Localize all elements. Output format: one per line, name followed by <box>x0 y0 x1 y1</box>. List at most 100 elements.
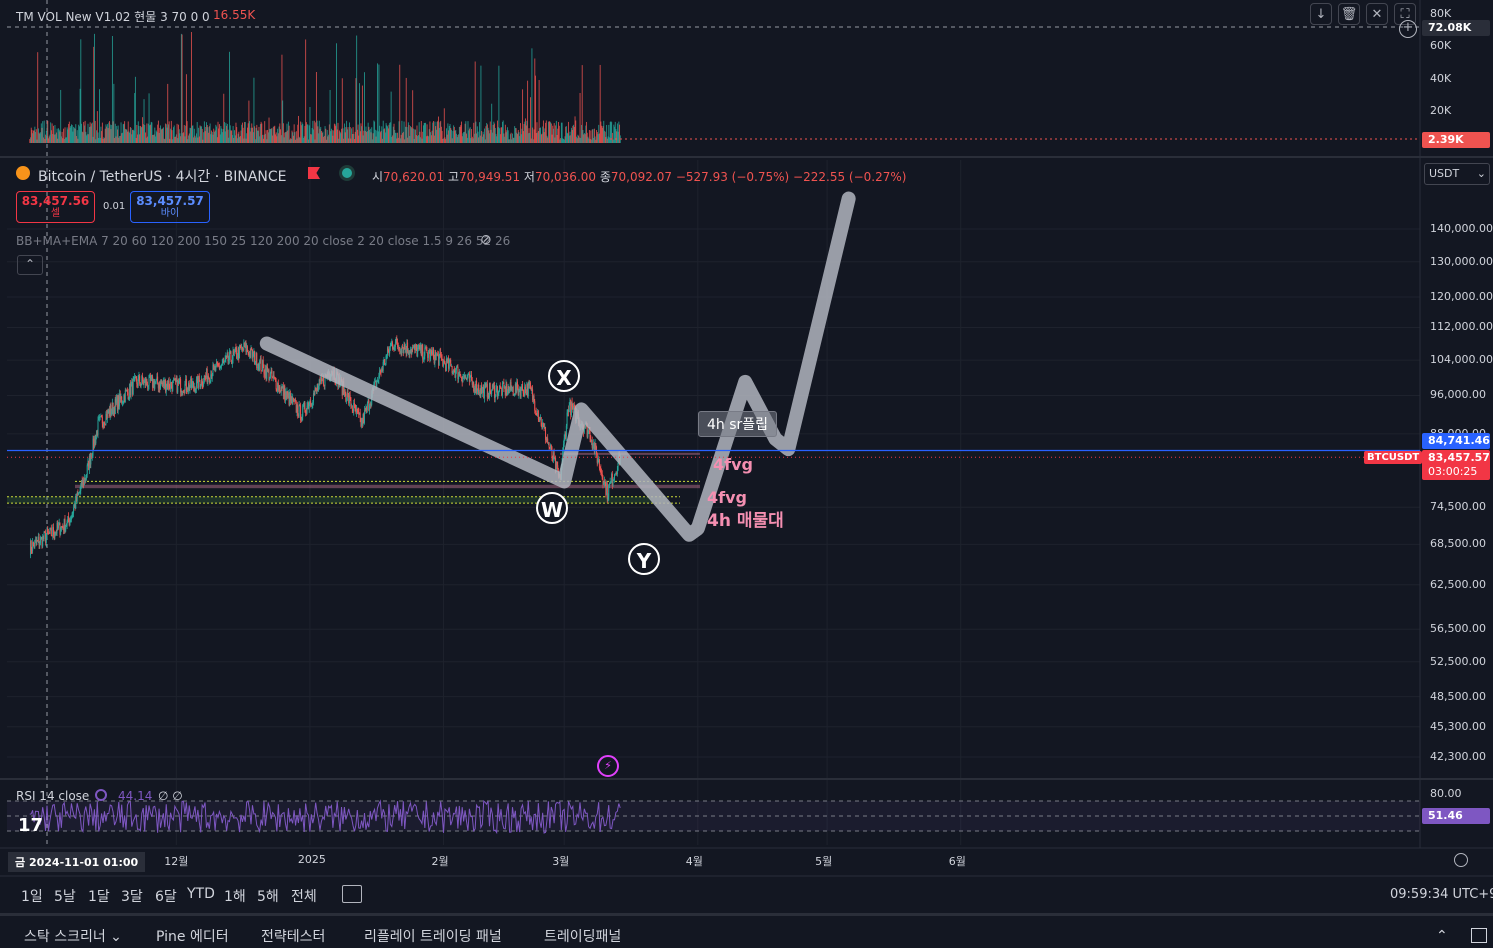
candle-body <box>463 377 465 379</box>
candle-body <box>201 378 203 385</box>
volume-bar <box>237 133 239 143</box>
volume-bar <box>561 122 563 143</box>
date-range-icon[interactable] <box>342 885 362 903</box>
candle-body <box>442 360 444 366</box>
symbol-title[interactable]: Bitcoin / TetherUS · 4시간 · BINANCE <box>38 169 287 185</box>
timeframe-button[interactable]: 1일 <box>21 889 43 905</box>
volume-bar <box>97 132 99 143</box>
add-icon[interactable]: + <box>1399 20 1417 38</box>
time-axis-settings-icon[interactable] <box>1454 853 1468 867</box>
candle-body <box>606 483 608 495</box>
bottom-tab[interactable]: Pine 에디터 <box>156 929 229 945</box>
candle-body <box>492 385 494 388</box>
candle-body <box>467 373 469 378</box>
currency-select[interactable]: USDT ⌄ <box>1424 163 1490 185</box>
timeframe-button[interactable]: 5해 <box>257 889 279 905</box>
candle-body <box>555 457 557 471</box>
candle-body <box>86 474 88 479</box>
candle-body <box>282 386 284 389</box>
volume-bar <box>450 128 452 143</box>
volume-bar <box>167 83 169 143</box>
rsi-settings-icon[interactable] <box>95 789 107 801</box>
candle-body <box>386 355 388 357</box>
candle-body <box>170 382 172 386</box>
arrow-down-icon[interactable]: ↓ <box>1310 3 1332 25</box>
timeframe-button[interactable]: 3달 <box>121 889 143 905</box>
candle-body <box>485 384 487 387</box>
clock[interactable]: 09:59:34 UTC+9 <box>1390 887 1493 902</box>
candle-body <box>172 380 174 392</box>
volume-bar <box>367 122 369 143</box>
candle-body <box>305 412 307 414</box>
volume-bar <box>126 129 128 143</box>
buy-button[interactable]: 83,457.57 바이 <box>130 191 210 223</box>
maximize-panel-icon[interactable] <box>1471 928 1487 943</box>
volume-bar <box>591 139 592 143</box>
volume-bar <box>394 130 396 143</box>
candle-body <box>590 439 592 443</box>
collapse-indicators-button[interactable]: ⌃ <box>17 255 43 275</box>
lightning-icon[interactable]: ⚡ <box>597 755 619 777</box>
volume-bar <box>100 126 102 143</box>
candle-body <box>158 384 160 389</box>
volume-bar <box>475 121 477 143</box>
candle-body <box>111 411 113 415</box>
volume-axis-tick: 20K <box>1430 103 1452 117</box>
candle-body <box>438 355 440 366</box>
timeframe-button[interactable]: 5날 <box>54 889 76 905</box>
volume-axis-tick: 80K <box>1430 7 1452 20</box>
volume-bar <box>275 132 277 143</box>
candle-body <box>104 424 106 426</box>
volume-bar <box>207 127 209 143</box>
timeframe-button[interactable]: 1해 <box>224 889 246 905</box>
candle-body <box>248 352 250 357</box>
candle-body <box>511 386 513 389</box>
time-axis-label: 2월 <box>431 855 449 868</box>
volume-bar <box>261 123 263 143</box>
price-axis-tick: 112,000.00 <box>1430 320 1493 334</box>
candle-body <box>294 399 296 402</box>
volume-bar <box>231 135 233 143</box>
volume-bar <box>516 132 518 143</box>
volume-bar <box>439 122 441 143</box>
candle-body <box>83 478 85 486</box>
candle-body <box>453 370 455 373</box>
volume-bar <box>353 133 355 143</box>
candle-body <box>389 347 391 354</box>
candle-body <box>567 409 569 413</box>
bottom-tab[interactable]: 전략테스터 <box>261 929 326 945</box>
rsi-current-label: 51.46 <box>1422 808 1490 824</box>
candle-body <box>465 377 467 379</box>
volume-bar <box>219 134 221 143</box>
flag-icon[interactable] <box>308 167 320 179</box>
candle-body <box>225 355 227 359</box>
volume-bar <box>393 123 395 143</box>
candle-body <box>186 390 188 392</box>
timeframe-button[interactable]: 6달 <box>155 889 177 905</box>
volume-bar <box>254 126 256 143</box>
candle-body <box>450 365 452 367</box>
timeframe-button[interactable]: 1달 <box>88 889 110 905</box>
volume-bar <box>45 131 47 143</box>
close-icon[interactable]: ✕ <box>1366 3 1388 25</box>
candle-body <box>208 376 210 378</box>
volume-bar <box>158 132 160 143</box>
volume-bar <box>291 130 293 143</box>
trash-icon[interactable]: 🗑 <box>1338 3 1360 25</box>
timeframe-button[interactable]: YTD <box>187 886 215 902</box>
bottom-tab[interactable]: 스탁 스크리너 ⌄ <box>24 929 122 945</box>
volume-bar <box>540 127 541 143</box>
candle-body <box>295 401 297 413</box>
volume-bar <box>410 127 412 143</box>
sell-button[interactable]: 83,457.56 셀 <box>16 191 95 223</box>
bottom-tab[interactable]: 리플레이 트레이딩 패널 <box>364 929 502 945</box>
timeframe-button[interactable]: 전체 <box>291 889 317 905</box>
volume-bar <box>259 136 261 143</box>
chevron-up-icon[interactable]: ⌃ <box>1436 928 1448 944</box>
eye-off-icon[interactable]: ⊘ <box>480 232 492 248</box>
candle-body <box>60 525 62 531</box>
bottom-tab[interactable]: 트레이딩패널 <box>544 929 622 945</box>
volume-bar <box>132 129 133 143</box>
volume-bar <box>112 121 114 143</box>
